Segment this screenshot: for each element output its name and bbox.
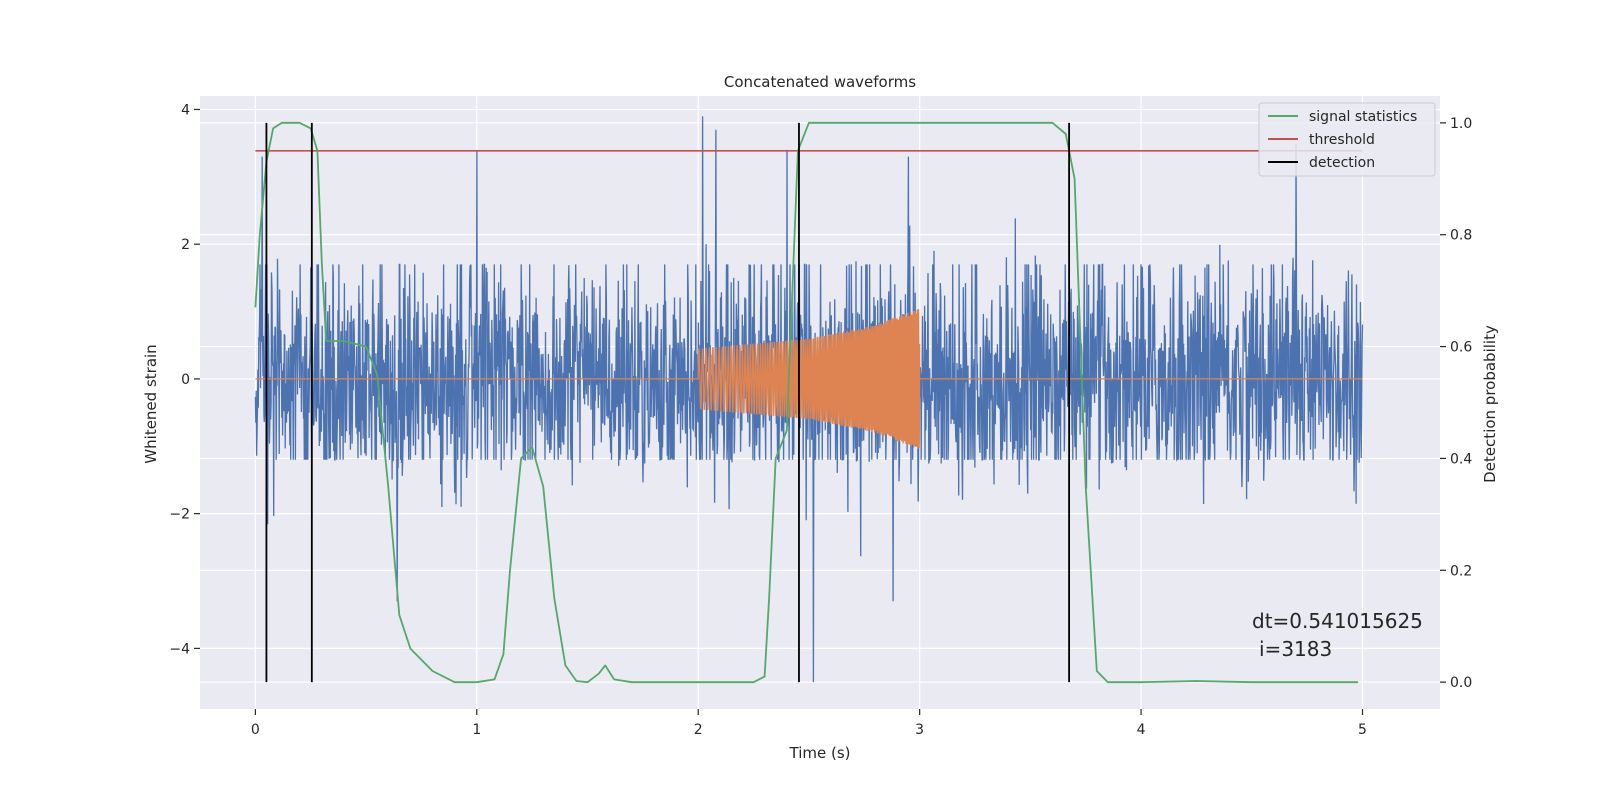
y2-tick-label: 0.2	[1450, 563, 1472, 579]
legend-box	[1258, 102, 1436, 177]
series-chirp-line	[255, 308, 1363, 450]
legend-label-detection: detection	[1309, 155, 1375, 171]
x-axis-label: Time (s)	[789, 744, 851, 762]
x-tick-label: 0	[251, 722, 260, 738]
index-annotation: i=3183	[1259, 637, 1332, 661]
x-tick-label: 4	[1137, 722, 1146, 738]
legend-label-signal-statistics: signal statistics	[1309, 109, 1417, 125]
series-whitened-strain-line	[254, 116, 1364, 683]
y-axis-label: Whitened strain	[142, 344, 160, 463]
grid-lines	[200, 96, 1440, 709]
x-tick-label: 2	[694, 722, 703, 738]
y-tick-label: 4	[181, 102, 190, 118]
y2-tick-label: 1.0	[1450, 116, 1472, 132]
y-tick-label: 2	[181, 237, 190, 253]
chart-title: Concatenated waveforms	[724, 73, 916, 91]
data-layer	[254, 116, 1364, 684]
y2-tick-label: 0.8	[1450, 228, 1472, 244]
y2-tick-label: 0.4	[1450, 451, 1472, 467]
y2-tick-label: 0.6	[1450, 340, 1472, 356]
y-tick-label: −2	[169, 507, 190, 523]
dt-annotation: dt=0.541015625	[1252, 609, 1423, 633]
y-tick-label: 0	[181, 372, 190, 388]
y-tick-label: −4	[169, 641, 190, 657]
tick-layer: 0 1 2 3 4 5 −4 −2 0 2 4 0.0 0.2 0.4 0.6 0.8 1.0	[169, 102, 1472, 738]
legend-label-threshold: threshold	[1309, 132, 1375, 148]
y2-axis-label: Detection probability	[1481, 325, 1499, 483]
x-tick-label: 5	[1358, 722, 1367, 738]
y2-tick-label: 0.0	[1450, 675, 1472, 691]
x-tick-label: 1	[472, 722, 481, 738]
legend: signal statistics threshold detection	[1258, 102, 1436, 177]
series-signal-statistics-line	[254, 121, 1359, 684]
x-tick-label: 3	[915, 722, 924, 738]
